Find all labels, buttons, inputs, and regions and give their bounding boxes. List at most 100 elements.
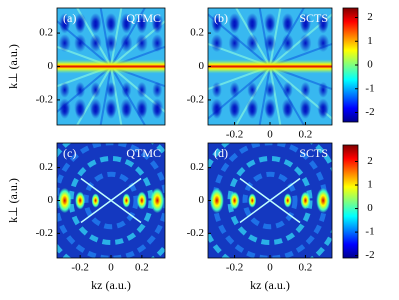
blob [264, 34, 276, 53]
method-label: SCTS [299, 146, 328, 160]
y-tick-label: 0 [199, 194, 205, 206]
blob [265, 17, 275, 34]
blob [106, 17, 116, 34]
colorbar-tick-label: -1 [365, 226, 374, 238]
ray [99, 66, 112, 125]
blob [210, 34, 223, 53]
blob [136, 17, 147, 34]
blob [58, 98, 71, 117]
blob [58, 34, 71, 53]
ray [76, 66, 112, 125]
blob [282, 17, 293, 34]
colorbar [342, 144, 359, 259]
blob [106, 81, 116, 98]
spot [75, 191, 86, 210]
panel-label: (a) [63, 11, 76, 25]
blob [246, 98, 259, 117]
spot [316, 187, 331, 214]
blob [90, 17, 101, 34]
ring [242, 171, 298, 230]
blob [247, 17, 258, 34]
y-tick-label: 0 [199, 60, 205, 72]
method-label: QTMC [126, 11, 161, 25]
blob [282, 81, 293, 98]
blob [229, 81, 240, 98]
y-tick-label: -0.2 [187, 227, 204, 239]
ray [110, 66, 123, 125]
ray [110, 66, 146, 125]
blob [105, 98, 117, 117]
blob [89, 34, 102, 53]
colorbar-tick-label: 2 [367, 155, 373, 167]
blob [120, 34, 133, 53]
y-tick-label: -0.2 [187, 93, 204, 105]
colorbar-tick-label: 0 [367, 59, 373, 71]
blob [246, 34, 259, 53]
colorbar-tick-label: 2 [367, 11, 373, 23]
blob [211, 81, 222, 98]
blob [89, 98, 102, 117]
blob [211, 17, 222, 34]
spot [283, 193, 292, 208]
y-axis-label: k⊥ (a.u.) [6, 178, 20, 223]
y-tick-label: 0 [48, 60, 54, 72]
method-label: QTMC [126, 146, 161, 160]
band [57, 59, 165, 74]
x-tick-label: 0.2 [299, 262, 313, 274]
colorbar-tick-label: 0 [367, 202, 373, 214]
y-tick-label: -0.2 [36, 93, 53, 105]
y-axis-label: k⊥ (a.u.) [6, 44, 20, 89]
blob [151, 98, 164, 117]
panel-label: (d) [214, 146, 228, 160]
blob [136, 81, 147, 98]
spot [150, 187, 165, 214]
blob [228, 34, 241, 53]
y-tick-label: 0.2 [190, 161, 204, 173]
y-tick-label: 0.2 [39, 161, 53, 173]
panel-label: (b) [214, 11, 228, 25]
x-tick-label: 0.2 [299, 129, 313, 141]
colorbar-tick-label: 1 [367, 35, 373, 47]
blob [317, 34, 330, 53]
blob [300, 17, 311, 34]
blob [75, 17, 86, 34]
x-tick-label: -0.2 [226, 262, 243, 274]
blob [228, 98, 241, 117]
blob [74, 98, 87, 117]
blob [210, 98, 223, 117]
ray [269, 66, 282, 125]
spot [136, 191, 147, 210]
blob [281, 98, 294, 117]
method-label: SCTS [299, 11, 328, 25]
blob [135, 34, 148, 53]
ring [83, 171, 139, 230]
blob [135, 98, 148, 117]
colorbar-tick-label: -1 [365, 82, 374, 94]
spot [248, 193, 257, 208]
spot [300, 191, 311, 210]
blob [264, 98, 276, 117]
blob [152, 17, 163, 34]
blob [265, 81, 275, 98]
blob [299, 34, 312, 53]
blob [105, 34, 117, 53]
blob [59, 81, 70, 98]
blob [121, 17, 132, 34]
colorbar-tick-label: -2 [365, 249, 374, 261]
x-tick-label: -0.2 [226, 129, 243, 141]
blob [229, 17, 240, 34]
heatmap [208, 143, 332, 258]
spot [209, 187, 224, 214]
blob [120, 98, 133, 117]
x-axis-label: kz (a.u.) [250, 278, 290, 292]
spot [229, 191, 240, 210]
spot [122, 193, 131, 208]
x-tick-label: 0 [267, 262, 273, 274]
heatmap [57, 8, 165, 125]
cross [80, 177, 142, 224]
heatmap [208, 8, 332, 125]
spot [57, 187, 72, 214]
blob [90, 81, 101, 98]
colorbar-tick-label: -2 [365, 106, 374, 118]
